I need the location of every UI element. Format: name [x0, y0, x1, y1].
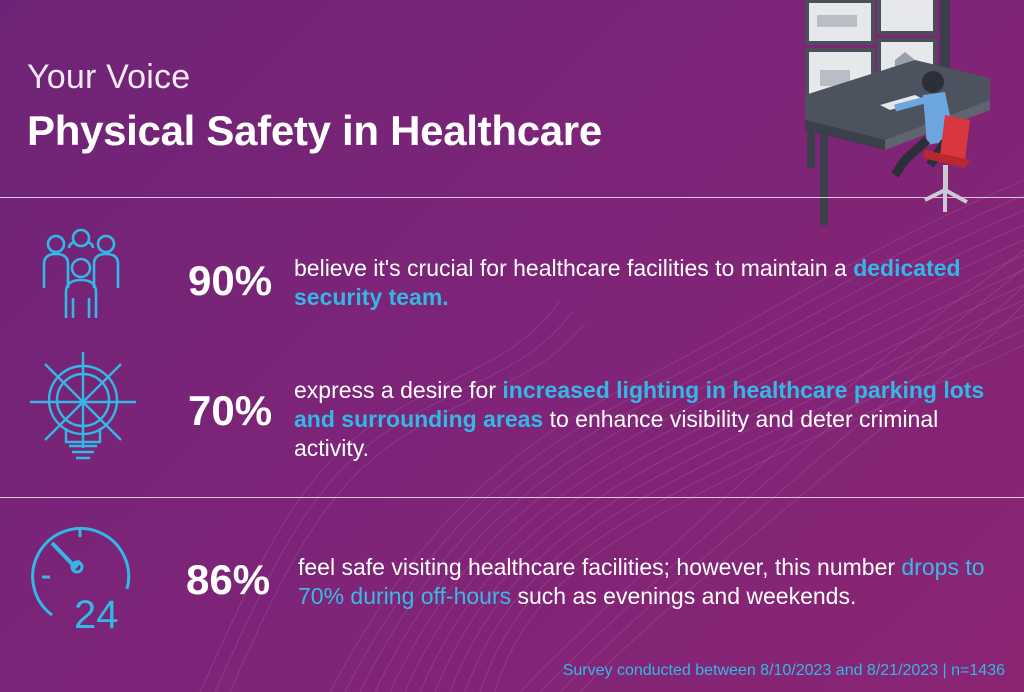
stat-highlight: increased lighting in healthcare parking…: [294, 377, 985, 432]
stat-text: feel safe visiting healthcare facilities…: [298, 554, 902, 580]
security-monitor-illustration: [805, 0, 990, 225]
survey-footnote: Survey conducted between 8/10/2023 and 8…: [562, 662, 1005, 679]
clock-24-icon: 24: [31, 527, 131, 633]
stat-text: express a desire for: [294, 377, 503, 403]
middle-divider: [0, 497, 1024, 498]
team-people-icon: [42, 228, 120, 318]
top-divider: [0, 197, 1024, 198]
stat-percent: 70%: [188, 387, 273, 434]
stat-text-after: such as evenings and weekends.: [511, 583, 857, 609]
clock-24-label: 24: [74, 593, 119, 633]
stat-percent: 90%: [188, 257, 273, 304]
stat-text: believe it's crucial for healthcare faci…: [294, 255, 854, 281]
stat-statement: believe it's crucial for healthcare faci…: [294, 254, 994, 312]
stat-percent: 86%: [186, 556, 271, 603]
stat-highlight: drops to 70% during off-hours: [298, 554, 985, 609]
page-title: Physical Safety in Healthcare: [27, 107, 602, 154]
stat-highlight: dedicated security team.: [294, 255, 961, 310]
lightbulb-icon: [30, 352, 136, 460]
stat-text-after: to enhance visibility and deter criminal…: [294, 406, 939, 461]
header-kicker: Your Voice: [27, 58, 191, 96]
stat-statement: feel safe visiting healthcare facilities…: [298, 553, 1018, 611]
stat-statement: express a desire for increased lighting …: [294, 376, 994, 463]
